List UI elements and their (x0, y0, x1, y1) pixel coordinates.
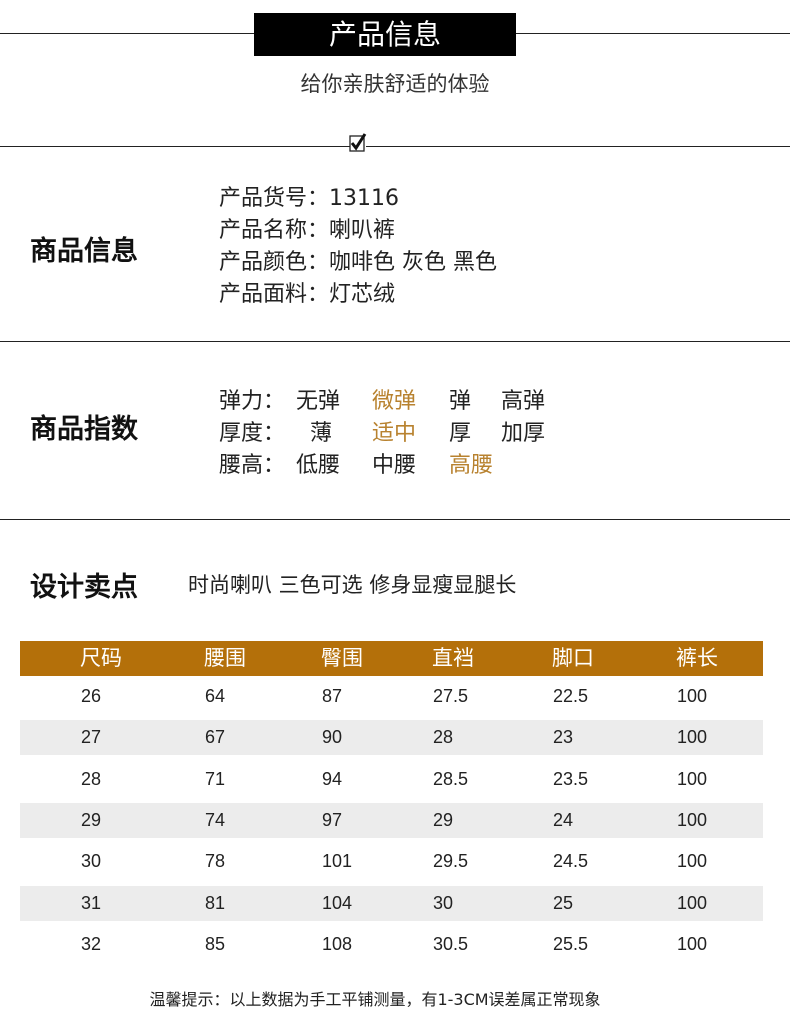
table-cell: 29 (81, 809, 102, 830)
index-option: 高弹 (501, 389, 546, 414)
page-title: 产品信息 (254, 13, 516, 56)
table-cell: 26 (81, 686, 102, 706)
table-cell: 100 (677, 727, 708, 748)
table-row: 26 64 87 27.5 22.5 100 (20, 679, 763, 714)
index-option-selected: 微弹 (372, 389, 417, 414)
index-option: 无弹 (296, 389, 341, 414)
table-cell: 94 (322, 768, 343, 789)
subtitle: 给你亲肤舒适的体验 (300, 72, 490, 96)
table-cell: 108 (322, 933, 353, 954)
design-text: 时尚喇叭 三色可选 修身显瘦显腿长 (188, 573, 517, 597)
index-row-name: 弹力： (219, 389, 286, 414)
table-cell: 29 (433, 809, 454, 830)
index-option-selected: 适中 (372, 421, 417, 446)
product-info-fields: 产品货号：13116 产品名称：喇叭裤 产品颜色：咖啡色 灰色 黑色 产品面料：… (219, 183, 497, 311)
table-cell: 30.5 (433, 933, 469, 954)
table-row: 28 71 94 28.5 23.5 100 (20, 762, 763, 797)
table-cell: 67 (205, 727, 226, 748)
table-cell: 74 (205, 809, 226, 830)
divider (0, 519, 790, 520)
table-cell: 97 (322, 809, 343, 830)
field-fabric: 产品面料：灯芯绒 (219, 282, 396, 307)
table-row: 29 74 97 29 24 100 (20, 802, 763, 838)
table-cell: 23 (553, 727, 574, 748)
index-row-name: 厚度： (219, 421, 286, 446)
column-header: 直裆 (432, 646, 474, 670)
table-cell: 32 (81, 933, 102, 954)
table-cell: 85 (205, 933, 226, 954)
divider (0, 146, 790, 147)
table-cell: 90 (322, 727, 343, 748)
column-header: 臀围 (321, 646, 363, 670)
table-row: 30 78 101 29.5 24.5 100 (20, 844, 763, 879)
column-header: 腰围 (204, 646, 246, 670)
table-row: 31 81 104 30 25 100 (20, 885, 763, 921)
table-cell: 25.5 (553, 933, 589, 954)
table-row: 27 67 90 28 23 100 (20, 720, 763, 756)
column-header: 脚口 (552, 646, 594, 670)
index-option: 厚 (449, 421, 472, 446)
checkbox-icon (349, 133, 367, 154)
column-header: 裤长 (676, 646, 718, 670)
product-info-label: 商品信息 (30, 236, 138, 267)
table-cell: 27.5 (433, 686, 469, 706)
field-sku: 产品货号：13116 (219, 186, 399, 211)
table-cell: 100 (677, 851, 708, 872)
table-cell: 100 (677, 686, 708, 706)
table-cell: 24.5 (553, 851, 589, 872)
field-name: 产品名称：喇叭裤 (219, 218, 396, 243)
table-cell: 30 (81, 851, 102, 872)
table-cell: 100 (677, 933, 708, 954)
design-label: 设计卖点 (30, 572, 138, 603)
table-cell: 100 (677, 809, 708, 830)
table-cell: 28 (433, 727, 454, 748)
table-cell: 30 (433, 892, 454, 913)
index-option-selected: 高腰 (449, 453, 494, 478)
index-option: 弹 (449, 389, 472, 414)
table-cell: 101 (322, 851, 353, 872)
index-option: 中腰 (372, 453, 417, 478)
index-label: 商品指数 (30, 414, 138, 445)
footer-note: 温馨提示：以上数据为手工平铺测量，有1-3CM误差属正常现象 (149, 990, 601, 1009)
table-cell: 87 (322, 686, 343, 706)
table-cell: 24 (553, 809, 574, 830)
table-cell: 100 (677, 768, 708, 789)
table-cell: 64 (205, 686, 226, 706)
table-cell: 28 (81, 768, 102, 789)
table-cell: 23.5 (553, 768, 589, 789)
table-cell: 27 (81, 727, 102, 748)
table-cell: 104 (322, 892, 353, 913)
table-cell: 78 (205, 851, 226, 872)
index-option: 薄 (310, 421, 333, 446)
index-option: 加厚 (501, 421, 546, 446)
table-cell: 28.5 (433, 768, 469, 789)
divider (0, 341, 790, 342)
table-row: 32 85 108 30.5 25.5 100 (20, 927, 763, 962)
size-table-header: 尺码 腰围 臀围 直裆 脚口 裤长 (20, 641, 763, 676)
index-option: 低腰 (296, 453, 341, 478)
table-cell: 29.5 (433, 851, 469, 872)
table-cell: 81 (205, 892, 226, 913)
table-cell: 31 (81, 892, 102, 913)
table-cell: 25 (553, 892, 574, 913)
table-cell: 71 (205, 768, 226, 789)
table-cell: 22.5 (553, 686, 589, 706)
table-cell: 100 (677, 892, 708, 913)
index-row-name: 腰高： (219, 453, 286, 478)
column-header: 尺码 (80, 646, 122, 670)
field-color: 产品颜色：咖啡色 灰色 黑色 (219, 250, 497, 275)
